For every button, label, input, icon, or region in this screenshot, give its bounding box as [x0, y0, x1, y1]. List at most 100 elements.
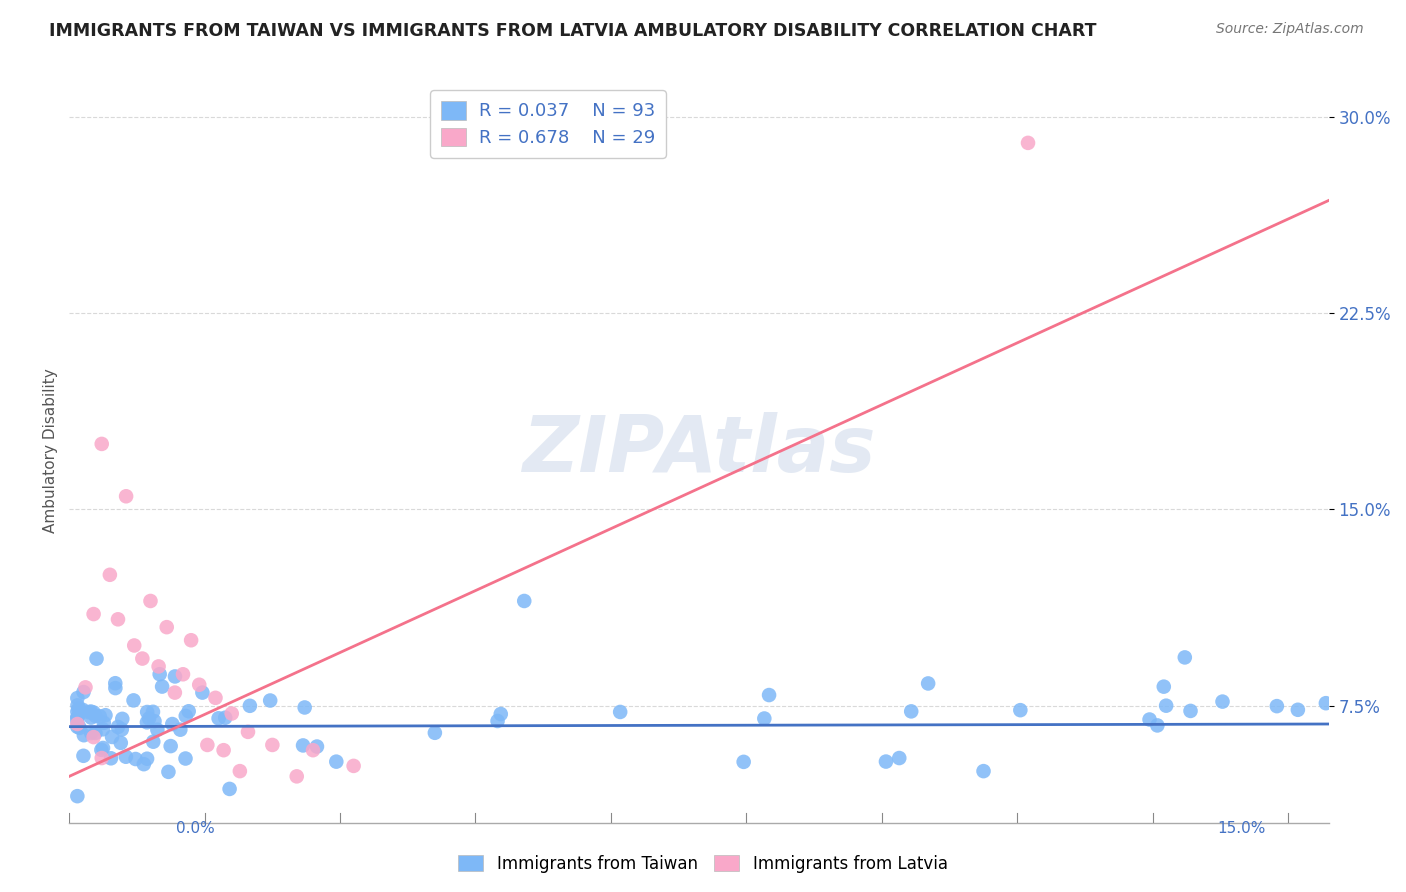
Text: ZIPAtlas: ZIPAtlas	[522, 412, 876, 489]
Point	[343, 759, 366, 773]
Point	[177, 704, 200, 718]
Point	[174, 751, 197, 765]
Point	[143, 714, 166, 728]
Point	[1286, 703, 1309, 717]
Point	[89, 709, 111, 723]
Y-axis label: Ambulatory Disability: Ambulatory Disability	[44, 368, 58, 533]
Point	[142, 735, 165, 749]
Point	[157, 764, 180, 779]
Point	[136, 715, 159, 730]
Point	[1265, 699, 1288, 714]
Point	[72, 748, 94, 763]
Point	[221, 706, 243, 721]
Point	[107, 720, 129, 734]
Legend: R = 0.037    N = 93, R = 0.678    N = 29: R = 0.037 N = 93, R = 0.678 N = 29	[430, 90, 665, 158]
Point	[229, 764, 252, 778]
Point	[889, 751, 911, 765]
Point	[486, 714, 509, 728]
Point	[149, 667, 172, 681]
Point	[122, 639, 145, 653]
Point	[195, 738, 218, 752]
Point	[66, 717, 89, 731]
Point	[66, 710, 89, 724]
Point	[900, 705, 922, 719]
Point	[111, 723, 134, 737]
Point	[80, 705, 103, 719]
Point	[754, 712, 776, 726]
Point	[75, 681, 97, 695]
Point	[259, 693, 281, 707]
Point	[66, 789, 89, 804]
Point	[72, 685, 94, 699]
Point	[148, 659, 170, 673]
Point	[91, 741, 114, 756]
Point	[1017, 136, 1039, 150]
Point	[66, 691, 89, 706]
Point	[204, 690, 226, 705]
Point	[973, 764, 995, 778]
Point	[100, 751, 122, 765]
Point	[139, 594, 162, 608]
Point	[83, 706, 105, 720]
Point	[115, 749, 138, 764]
Point	[138, 711, 160, 725]
Point	[218, 781, 240, 796]
Legend: Immigrants from Taiwan, Immigrants from Latvia: Immigrants from Taiwan, Immigrants from …	[451, 848, 955, 880]
Point	[83, 607, 105, 621]
Point	[66, 698, 89, 713]
Point	[191, 685, 214, 699]
Point	[80, 726, 103, 740]
Point	[101, 730, 124, 744]
Point	[122, 693, 145, 707]
Point	[917, 676, 939, 690]
Point	[875, 755, 897, 769]
Point	[84, 709, 107, 723]
Text: IMMIGRANTS FROM TAIWAN VS IMMIGRANTS FROM LATVIA AMBULATORY DISABILITY CORRELATI: IMMIGRANTS FROM TAIWAN VS IMMIGRANTS FRO…	[49, 22, 1097, 40]
Point	[104, 681, 127, 695]
Point	[262, 738, 284, 752]
Point	[83, 730, 105, 744]
Point	[1180, 704, 1202, 718]
Point	[94, 708, 117, 723]
Point	[180, 633, 202, 648]
Point	[239, 698, 262, 713]
Point	[66, 720, 89, 734]
Point	[90, 437, 112, 451]
Point	[131, 651, 153, 665]
Point	[1315, 696, 1337, 710]
Point	[1139, 713, 1161, 727]
Point	[285, 769, 308, 783]
Point	[69, 721, 91, 735]
Point	[305, 739, 328, 754]
Point	[513, 594, 536, 608]
Point	[1153, 680, 1175, 694]
Point	[188, 678, 211, 692]
Point	[115, 489, 138, 503]
Point	[1010, 703, 1032, 717]
Point	[86, 651, 108, 665]
Point	[1211, 695, 1233, 709]
Point	[212, 743, 235, 757]
Point	[207, 711, 229, 725]
Text: 15.0%: 15.0%	[1218, 821, 1265, 836]
Point	[132, 757, 155, 772]
Point	[136, 752, 159, 766]
Text: 0.0%: 0.0%	[176, 821, 215, 836]
Point	[146, 723, 169, 737]
Point	[733, 755, 755, 769]
Point	[98, 567, 121, 582]
Point	[93, 715, 115, 730]
Point	[423, 726, 446, 740]
Point	[214, 711, 236, 725]
Point	[292, 739, 315, 753]
Point	[66, 714, 89, 729]
Point	[66, 705, 89, 719]
Point	[142, 705, 165, 719]
Point	[91, 723, 114, 737]
Point	[90, 743, 112, 757]
Point	[107, 612, 129, 626]
Point	[294, 700, 316, 714]
Point	[124, 752, 146, 766]
Point	[90, 751, 112, 765]
Point	[150, 680, 173, 694]
